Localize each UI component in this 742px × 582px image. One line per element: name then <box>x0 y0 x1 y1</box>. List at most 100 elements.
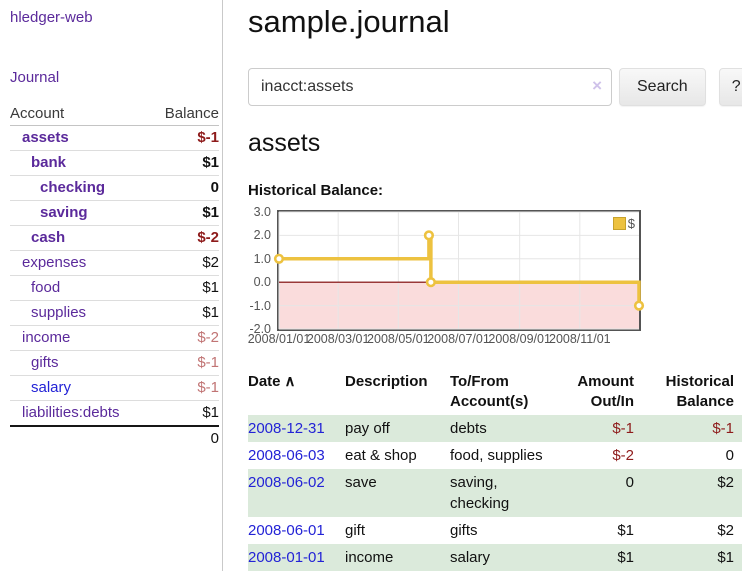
sort-ascending-icon[interactable]: ∧ <box>284 373 296 390</box>
data-point-marker <box>423 230 435 241</box>
y-tick-label: 1.0 <box>253 251 271 266</box>
historical-balance-chart: 3.0 2.0 1.0 0.0 -1.0 -2.0 $ 2008/01/01 2008/03… <box>248 206 742 347</box>
help-button[interactable]: ? <box>718 68 742 106</box>
account-link-expenses[interactable]: expenses <box>22 254 87 271</box>
transaction-date-link[interactable]: 2008-06-01 <box>248 522 325 539</box>
register-col-tofrom: To/From Account(s) <box>450 373 529 410</box>
account-link-cash[interactable]: cash <box>31 229 66 246</box>
transaction-date-link[interactable]: 2008-12-31 <box>248 420 325 437</box>
transaction-description: pay off <box>345 420 390 437</box>
account-link-checking[interactable]: checking <box>40 179 106 196</box>
transaction-amount: $-2 <box>612 447 634 464</box>
account-row: bank $1 <box>10 150 219 176</box>
transaction-date-link[interactable]: 2008-06-02 <box>248 474 325 491</box>
main-content: sample.journal × Search ? assets Histori… <box>223 0 742 571</box>
account-link-assets[interactable]: assets <box>22 129 69 146</box>
transaction-row: 2008-01-01 income salary $1 $1 <box>248 544 742 571</box>
transaction-date-link[interactable]: 2008-06-03 <box>248 447 325 464</box>
transaction-row: 2008-12-31 pay off debts $-1 $-1 <box>248 415 742 442</box>
transaction-balance: $2 <box>717 522 734 539</box>
data-point-marker <box>273 253 285 264</box>
account-link-liabilities-debts[interactable]: liabilities:debts <box>22 404 120 421</box>
account-balance: $1 <box>149 300 219 326</box>
account-balance: $1 <box>149 275 219 301</box>
transaction-amount: $1 <box>617 522 634 539</box>
transaction-description: save <box>345 474 377 491</box>
account-link-bank[interactable]: bank <box>31 154 67 171</box>
account-link-income[interactable]: income <box>22 329 71 346</box>
account-row: income $-2 <box>10 325 219 351</box>
account-link-supplies[interactable]: supplies <box>31 304 87 321</box>
accounts-col-balance: Balance <box>149 102 219 126</box>
search-form: × Search ? <box>248 68 742 106</box>
accounts-total-row: 0 <box>10 425 219 451</box>
account-balance: 0 <box>149 175 219 201</box>
account-balance: $-1 <box>149 350 219 376</box>
account-row: checking 0 <box>10 175 219 201</box>
transaction-amount: 0 <box>625 474 634 491</box>
x-tick-label: 2008/09/01 <box>488 332 551 346</box>
account-balance: $1 <box>149 200 219 226</box>
account-balance: $-1 <box>149 375 219 401</box>
register-col-historical: Historical Balance <box>665 373 734 410</box>
account-balance: $-1 <box>149 125 219 151</box>
x-tick-label: 2008/07/01 <box>427 332 490 346</box>
account-row: food $1 <box>10 275 219 301</box>
y-tick-label: -2.0 <box>249 322 271 336</box>
chart-x-axis: 2008/01/01 2008/03/01 2008/05/01 2008/07/01… <box>248 331 641 347</box>
x-tick-label: 2008/05/01 <box>367 332 430 346</box>
chart-svg <box>273 211 645 330</box>
account-row: assets $-1 <box>10 125 219 151</box>
account-balance: $2 <box>149 250 219 276</box>
account-link-food[interactable]: food <box>31 279 61 296</box>
x-tick-label: 2008/01/01 <box>247 332 311 346</box>
account-row: liabilities:debts $1 <box>10 401 219 427</box>
search-button[interactable]: Search <box>619 68 706 106</box>
clear-search-icon[interactable]: × <box>592 76 602 95</box>
chart-plot-area: $ <box>273 210 645 331</box>
register-col-date[interactable]: Date ∧ <box>248 373 296 390</box>
register-col-amount: Amount Out/In <box>577 373 634 410</box>
account-row: supplies $1 <box>10 300 219 326</box>
transaction-date-link[interactable]: 2008-01-01 <box>248 549 325 566</box>
transaction-accounts: food, supplies <box>450 447 543 464</box>
transaction-balance: $2 <box>717 474 734 491</box>
transaction-row: 2008-06-03 eat & shop food, supplies $-2 0 <box>248 442 742 469</box>
transaction-description: eat & shop <box>345 447 417 464</box>
chart-label: Historical Balance: <box>248 182 384 199</box>
legend-label: $ <box>627 216 635 231</box>
account-balance: $1 <box>202 404 219 421</box>
journal-nav-link[interactable]: Journal <box>10 69 60 86</box>
account-row: cash $-2 <box>10 225 219 251</box>
y-tick-label: 3.0 <box>253 205 271 219</box>
sidebar: hledger-web Journal Account Balance asse… <box>0 0 223 571</box>
account-row: saving $1 <box>10 200 219 226</box>
account-link-saving[interactable]: saving <box>40 204 88 221</box>
account-link-salary[interactable]: salary <box>31 379 72 396</box>
register-col-description: Description <box>345 373 428 390</box>
account-row: gifts $-1 <box>10 350 219 376</box>
transaction-row: 2008-06-01 gift gifts $1 $2 <box>248 517 742 544</box>
account-balance: $-2 <box>149 225 219 251</box>
transaction-amount: $1 <box>617 549 634 566</box>
x-tick-label: 2008/03/01 <box>306 332 370 346</box>
data-point-marker <box>425 277 436 288</box>
x-tick-label: 2008/11/01 <box>548 332 611 346</box>
transaction-balance: $-1 <box>712 420 734 437</box>
chart-y-axis: 3.0 2.0 1.0 0.0 -1.0 -2.0 <box>248 206 277 336</box>
brand-link[interactable]: hledger-web <box>10 9 93 26</box>
transaction-accounts: salary <box>450 549 491 566</box>
transaction-row: 2008-06-02 save saving, checking 0 $2 <box>248 469 742 517</box>
account-row: salary $-1 <box>10 375 219 401</box>
y-tick-label: -1.0 <box>249 298 271 313</box>
chart-legend: $ <box>612 216 635 231</box>
search-input[interactable] <box>248 68 612 106</box>
account-row: expenses $2 <box>10 250 219 276</box>
account-link-gifts[interactable]: gifts <box>31 354 59 371</box>
account-heading: assets <box>248 129 321 157</box>
account-balance: $1 <box>149 150 219 176</box>
account-balance: $-2 <box>149 325 219 351</box>
page-title: sample.journal <box>248 4 450 39</box>
transaction-accounts: debts <box>450 420 487 437</box>
